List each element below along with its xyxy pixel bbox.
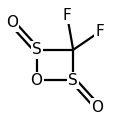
Text: F: F [63,8,71,23]
Text: F: F [96,24,104,39]
Text: O: O [92,100,104,115]
Text: S: S [32,42,41,57]
Text: S: S [68,73,78,88]
Text: O: O [6,16,18,31]
Text: O: O [31,73,43,88]
